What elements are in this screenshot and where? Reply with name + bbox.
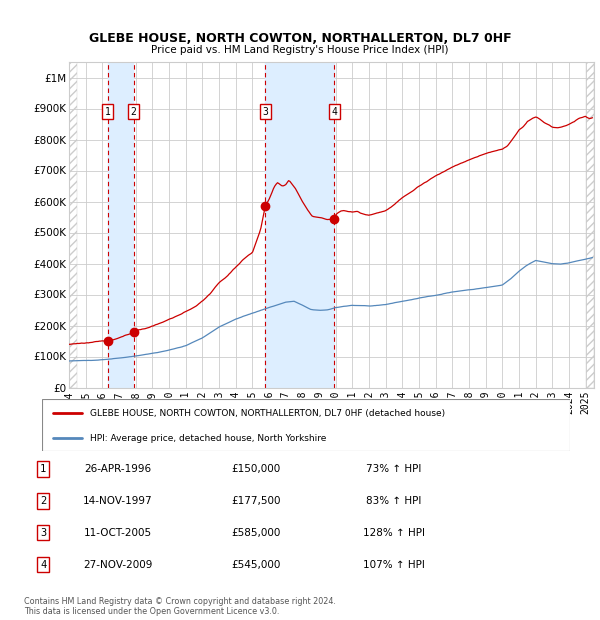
Text: 1: 1	[105, 107, 110, 117]
Text: 4: 4	[331, 107, 337, 117]
Text: £177,500: £177,500	[231, 495, 281, 505]
Text: £585,000: £585,000	[231, 528, 281, 538]
Text: 14-NOV-1997: 14-NOV-1997	[83, 495, 152, 505]
Bar	[107, 62, 133, 388]
Bar	[586, 62, 594, 388]
Text: Contains HM Land Registry data © Crown copyright and database right 2024.
This d: Contains HM Land Registry data © Crown c…	[24, 596, 336, 616]
Text: 11-OCT-2005: 11-OCT-2005	[84, 528, 152, 538]
Bar	[265, 62, 334, 388]
Bar	[69, 62, 77, 388]
Text: 107% ↑ HPI: 107% ↑ HPI	[363, 560, 425, 570]
Text: £150,000: £150,000	[231, 464, 280, 474]
Text: 2: 2	[131, 107, 136, 117]
Text: 73% ↑ HPI: 73% ↑ HPI	[366, 464, 422, 474]
Text: 4: 4	[40, 560, 46, 570]
Text: GLEBE HOUSE, NORTH COWTON, NORTHALLERTON, DL7 0HF (detached house): GLEBE HOUSE, NORTH COWTON, NORTHALLERTON…	[89, 409, 445, 418]
Text: GLEBE HOUSE, NORTH COWTON, NORTHALLERTON, DL7 0HF: GLEBE HOUSE, NORTH COWTON, NORTHALLERTON…	[89, 32, 511, 45]
Text: 83% ↑ HPI: 83% ↑ HPI	[366, 495, 422, 505]
Text: Price paid vs. HM Land Registry's House Price Index (HPI): Price paid vs. HM Land Registry's House …	[151, 45, 449, 55]
Text: HPI: Average price, detached house, North Yorkshire: HPI: Average price, detached house, Nort…	[89, 433, 326, 443]
Text: £545,000: £545,000	[231, 560, 281, 570]
Text: 27-NOV-2009: 27-NOV-2009	[83, 560, 152, 570]
FancyBboxPatch shape	[42, 399, 570, 451]
Text: 2: 2	[40, 495, 46, 505]
Text: 1: 1	[40, 464, 46, 474]
Text: 128% ↑ HPI: 128% ↑ HPI	[363, 528, 425, 538]
Text: 26-APR-1996: 26-APR-1996	[84, 464, 151, 474]
Text: 3: 3	[262, 107, 268, 117]
Text: 3: 3	[40, 528, 46, 538]
